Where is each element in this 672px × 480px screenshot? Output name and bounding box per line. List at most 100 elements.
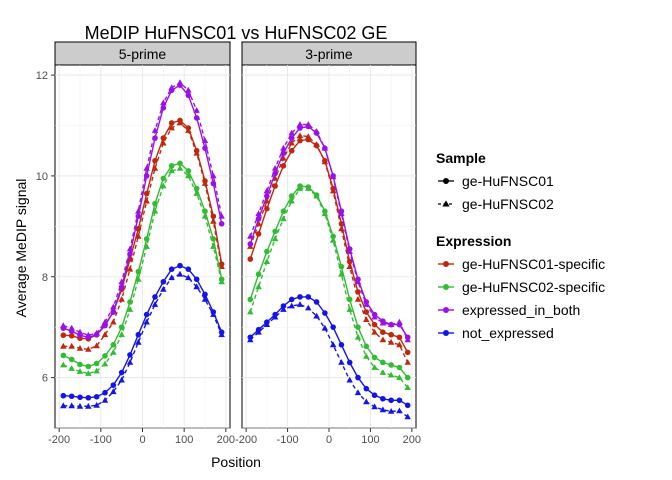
legend-item-ge-HuFNSC01-specific: ge-HuFNSC01-specific xyxy=(438,256,605,272)
data-point xyxy=(202,291,208,298)
data-point xyxy=(60,402,67,409)
x-tick-label: -200 xyxy=(48,434,70,446)
data-point xyxy=(218,221,225,227)
data-point xyxy=(135,331,142,338)
legend-label: expressed_in_both xyxy=(462,302,580,318)
series-expressed_in_both-ge-HuFNSC02 xyxy=(247,121,411,343)
x-axis-ticks: -200 -100 0 100 200 xyxy=(235,428,421,446)
series-ge-HuFNSC01-specific-ge-HuFNSC02 xyxy=(60,119,225,352)
data-point xyxy=(60,322,67,328)
data-point xyxy=(296,121,304,127)
data-point xyxy=(280,303,287,309)
data-point xyxy=(77,394,83,401)
x-tick-label: 100 xyxy=(175,434,193,446)
data-point xyxy=(193,190,200,196)
data-point xyxy=(185,86,192,93)
data-point xyxy=(93,360,100,367)
data-point xyxy=(110,309,117,315)
data-point xyxy=(271,235,279,242)
data-point xyxy=(151,207,159,214)
data-point xyxy=(380,395,386,402)
data-point xyxy=(247,241,254,247)
data-point xyxy=(93,329,100,336)
series-not_expressed-ge-HuFNSC01 xyxy=(247,294,411,409)
data-point xyxy=(93,342,100,349)
series-line xyxy=(249,123,409,341)
data-point xyxy=(218,263,225,269)
data-point xyxy=(201,212,209,219)
x-tick-label: 200 xyxy=(403,434,421,446)
data-point xyxy=(355,324,361,330)
legend-title-expression: Expression xyxy=(436,233,511,249)
data-point xyxy=(85,394,92,401)
data-point xyxy=(118,278,125,285)
data-point xyxy=(160,278,167,285)
data-point xyxy=(176,119,184,126)
data-point xyxy=(288,139,295,146)
data-point xyxy=(354,278,362,285)
data-point xyxy=(363,309,370,315)
series-ge-HuFNSC02-specific-ge-HuFNSC02 xyxy=(247,185,411,390)
data-point xyxy=(255,215,262,222)
data-point xyxy=(160,286,167,292)
x-axis-ticks: -200 -100 0 100 200 xyxy=(48,428,235,446)
x-tick-label: 0 xyxy=(139,434,145,446)
series-line xyxy=(63,273,223,407)
legend-key-marker xyxy=(442,200,450,207)
data-point xyxy=(271,165,279,171)
data-point xyxy=(396,318,403,325)
data-point xyxy=(380,359,386,366)
data-point xyxy=(329,237,337,243)
series-expressed_in_both-ge-HuFNSC02 xyxy=(60,79,225,338)
data-point xyxy=(177,262,183,269)
data-point xyxy=(185,274,192,281)
strip-label: 5-prime xyxy=(119,46,167,62)
series-ge-HuFNSC02-specific-ge-HuFNSC01 xyxy=(60,160,225,370)
data-point xyxy=(160,182,167,189)
data-point xyxy=(152,294,158,300)
x-axis-title: Position xyxy=(211,454,261,470)
data-point xyxy=(255,231,262,237)
data-point xyxy=(160,175,167,182)
data-point xyxy=(76,344,84,351)
data-point xyxy=(363,353,370,359)
data-point xyxy=(296,301,304,307)
data-point xyxy=(118,331,125,338)
data-point xyxy=(102,389,108,396)
data-point xyxy=(210,172,217,179)
data-point xyxy=(355,374,361,381)
data-point xyxy=(110,303,117,310)
data-point xyxy=(280,144,287,151)
data-point xyxy=(151,165,159,171)
data-point xyxy=(379,336,387,343)
data-point xyxy=(396,407,403,414)
data-point xyxy=(135,268,142,275)
data-point xyxy=(313,192,320,199)
data-point xyxy=(313,141,320,147)
data-point xyxy=(338,270,345,277)
x-tick-label: 200 xyxy=(217,434,235,446)
data-point xyxy=(329,187,337,194)
data-point xyxy=(387,408,395,414)
data-point xyxy=(371,403,378,410)
data-point xyxy=(346,248,353,254)
data-point xyxy=(185,127,192,133)
data-point xyxy=(176,79,184,85)
data-point xyxy=(143,190,150,197)
data-point xyxy=(305,294,312,300)
data-point xyxy=(168,167,175,174)
data-point xyxy=(313,299,320,305)
data-point xyxy=(247,336,254,343)
data-point xyxy=(185,92,192,99)
data-point xyxy=(354,389,362,396)
data-point xyxy=(280,150,287,157)
data-point xyxy=(280,306,287,312)
data-point xyxy=(60,352,67,359)
data-point xyxy=(160,139,167,146)
data-point xyxy=(68,393,75,400)
data-point xyxy=(135,233,142,239)
legend: Sample ge-HuFNSC01 ge-HuFNSC02 Expression ge… xyxy=(436,150,605,341)
data-point xyxy=(396,374,403,380)
data-point xyxy=(280,163,287,169)
data-point xyxy=(329,173,337,180)
